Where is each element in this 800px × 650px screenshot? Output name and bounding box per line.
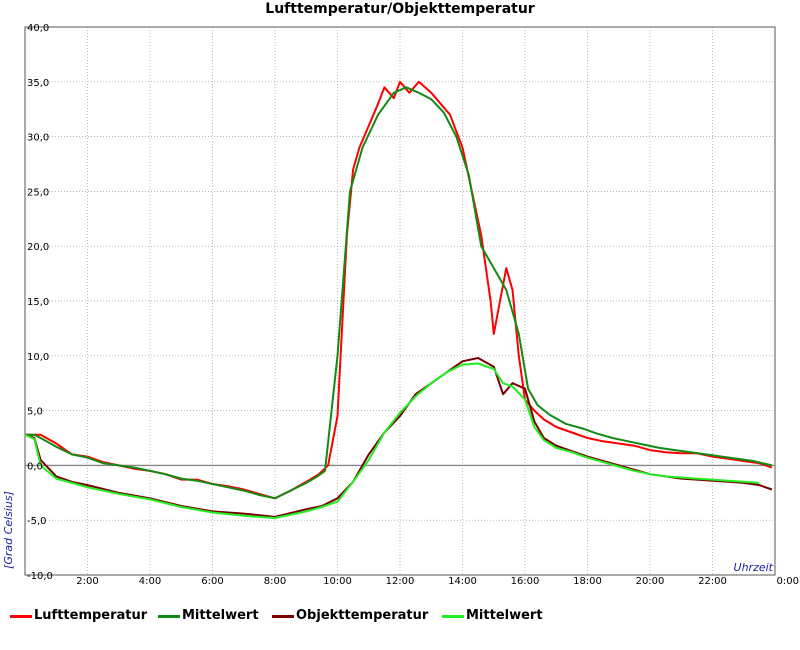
chart-title: Lufttemperatur/Objekttemperatur [265, 1, 535, 17]
x-tick-label: 18:00 [573, 576, 602, 587]
x-axis-label: Uhrzeit [734, 561, 774, 574]
series-layer [24, 80, 773, 519]
y-tick-label: 40,0 [27, 23, 49, 34]
series-line-2 [25, 86, 773, 500]
legend: Lufttemperatur Mittelwert Objekttemperatur… [0, 604, 800, 628]
legend-swatch [10, 615, 32, 618]
legend-label: Lufttemperatur [34, 608, 148, 623]
y-axis-label: [Grad Celsius] [2, 491, 15, 569]
series-line-4 [24, 362, 760, 519]
x-tick-label: 4:00 [139, 576, 161, 587]
legend-label: Mittelwert [466, 608, 543, 623]
legend-item: Mittelwert [442, 608, 543, 623]
legend-swatch [442, 615, 464, 618]
y-tick-label: -10,0 [27, 571, 53, 582]
legend-label: Objekttemperatur [296, 608, 429, 623]
y-tick-label: 20,0 [27, 242, 49, 253]
x-tick-label: 6:00 [201, 576, 223, 587]
x-tick-label: 14:00 [448, 576, 477, 587]
tick-labels: -10,0 -5,0 0,0 5,0 10,0 15,0 20,0 25,0 30,0 35,0 4… [27, 23, 799, 587]
legend-label: Mittelwert [182, 608, 259, 623]
y-tick-label: -5,0 [27, 516, 47, 527]
y-tick-label: 10,0 [27, 352, 49, 363]
x-tick-label: 20:00 [636, 576, 665, 587]
legend-swatch [272, 615, 294, 618]
legend-item: Mittelwert [158, 608, 259, 623]
x-tick-label: 16:00 [511, 576, 540, 587]
x-tick-label: 2:00 [76, 576, 98, 587]
y-tick-label: 15,0 [27, 297, 49, 308]
y-tick-label: 30,0 [27, 133, 49, 144]
y-tick-label: 0,0 [27, 461, 43, 472]
y-tick-label: 35,0 [27, 78, 49, 89]
x-tick-label: 12:00 [386, 576, 415, 587]
x-tick-label: 8:00 [264, 576, 286, 587]
legend-swatch [158, 615, 180, 618]
y-tick-label: 25,0 [27, 187, 49, 198]
legend-item: Objekttemperatur [272, 608, 428, 623]
legend-item: Lufttemperatur [10, 608, 147, 623]
y-tick-label: 5,0 [27, 407, 43, 418]
x-tick-label: 10:00 [323, 576, 352, 587]
x-tick-label: 0:00 [777, 576, 799, 587]
x-tick-label: 22:00 [698, 576, 727, 587]
